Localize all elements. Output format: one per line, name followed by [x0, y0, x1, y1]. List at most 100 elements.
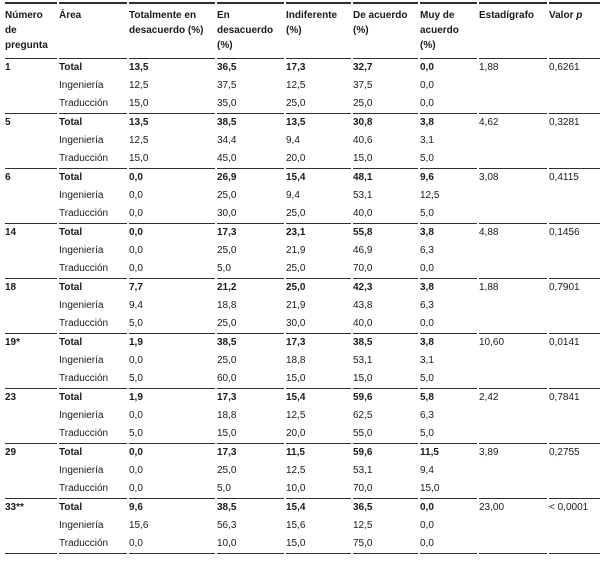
group-area-row: Ingeniería 9,4 18,8 21,9 43,8 6,3 — [5, 297, 600, 315]
value-totalmente-en-desacuerdo: 0,0 — [129, 227, 143, 238]
header-row: Número de pregunta Área Totalmente en de… — [5, 2, 600, 59]
estadigrafo-value — [479, 352, 547, 370]
area-label: Ingeniería — [59, 245, 104, 256]
area-label: Traducción — [59, 480, 127, 499]
value-muy-de-acuerdo: 5,8 — [420, 392, 434, 403]
value-totalmente-en-desacuerdo: 15,6 — [129, 520, 149, 531]
estadigrafo-value — [479, 297, 547, 315]
area-label: Traducción — [59, 315, 127, 334]
group-area-row: Traducción 15,0 45,0 20,0 15,0 5,0 — [5, 150, 600, 169]
valor-p-value — [549, 352, 600, 370]
value-indiferente: 25,0 — [286, 260, 351, 279]
value-indiferente: 20,0 — [286, 425, 351, 444]
col-header-estadigrafo: Estadígrafo — [479, 2, 547, 59]
estadigrafo-value — [479, 150, 547, 169]
question-number: 18 — [5, 282, 17, 293]
value-muy-de-acuerdo: 12,5 — [420, 190, 440, 201]
group-total-row: 19* Total 1,9 38,5 17,3 38,5 3,8 10,60 0,0141 — [5, 334, 600, 352]
value-totalmente-en-desacuerdo: 0,0 — [129, 535, 215, 554]
valor-p-value — [549, 205, 600, 224]
value-muy-de-acuerdo: 6,3 — [420, 245, 434, 256]
question-number — [5, 77, 57, 95]
col-header-totalmente-en-desacuerdo: Totalmente en desacuerdo (%) — [129, 2, 215, 59]
question-number: 23 — [5, 392, 17, 403]
group-area-row: Ingeniería 0,0 25,0 18,8 53,1 3,1 — [5, 352, 600, 370]
value-totalmente-en-desacuerdo: 0,0 — [129, 447, 143, 458]
value-de-acuerdo: 40,0 — [353, 205, 418, 224]
value-en-desacuerdo: 34,4 — [217, 135, 237, 146]
value-en-desacuerdo: 5,0 — [217, 260, 284, 279]
value-totalmente-en-desacuerdo: 15,0 — [129, 95, 215, 114]
estadigrafo-value — [479, 535, 547, 554]
valor-p-value — [549, 297, 600, 315]
value-totalmente-en-desacuerdo: 5,0 — [129, 425, 215, 444]
area-label: Total — [59, 447, 83, 458]
valor-p-value — [549, 370, 600, 389]
valor-p-value — [549, 132, 600, 150]
valor-label: Valor — [549, 10, 574, 21]
group-area-row: Traducción 0,0 30,0 25,0 40,0 5,0 — [5, 205, 600, 224]
area-label: Total — [59, 502, 83, 513]
estadigrafo-value: 3,08 — [479, 172, 499, 183]
value-totalmente-en-desacuerdo: 0,0 — [129, 260, 215, 279]
value-muy-de-acuerdo: 5,0 — [420, 425, 477, 444]
value-de-acuerdo: 36,5 — [353, 502, 373, 513]
estadigrafo-value — [479, 260, 547, 279]
value-de-acuerdo: 25,0 — [353, 95, 418, 114]
value-en-desacuerdo: 26,9 — [217, 172, 237, 183]
area-label: Ingeniería — [59, 410, 104, 421]
value-muy-de-acuerdo: 0,0 — [420, 535, 477, 554]
value-indiferente: 12,5 — [286, 410, 306, 421]
group-area-row: Traducción 0,0 10,0 15,0 75,0 0,0 — [5, 535, 600, 554]
value-de-acuerdo: 59,6 — [353, 392, 373, 403]
value-totalmente-en-desacuerdo: 0,0 — [129, 480, 215, 499]
valor-p-value — [549, 517, 600, 535]
value-indiferente: 15,0 — [286, 370, 351, 389]
area-label: Total — [59, 172, 83, 183]
value-muy-de-acuerdo: 3,1 — [420, 135, 434, 146]
value-de-acuerdo: 30,8 — [353, 117, 373, 128]
col-header-indiferente: Indiferente (%) — [286, 2, 351, 59]
question-number: 5 — [5, 117, 11, 128]
group-area-row: Ingeniería 0,0 25,0 9,4 53,1 12,5 — [5, 187, 600, 205]
question-number — [5, 187, 57, 205]
group-area-row: Traducción 0,0 5,0 10,0 70,0 15,0 — [5, 480, 600, 499]
group-area-row: Ingeniería 15,6 56,3 15,6 12,5 0,0 — [5, 517, 600, 535]
estadigrafo-value — [479, 132, 547, 150]
group-area-row: Ingeniería 0,0 25,0 12,5 53,1 9,4 — [5, 462, 600, 480]
value-totalmente-en-desacuerdo: 5,0 — [129, 315, 215, 334]
value-en-desacuerdo: 18,8 — [217, 410, 237, 421]
value-muy-de-acuerdo: 3,8 — [420, 227, 434, 238]
group-area-row: Traducción 5,0 60,0 15,0 15,0 5,0 — [5, 370, 600, 389]
valor-p-value: 0,4115 — [549, 172, 579, 183]
value-muy-de-acuerdo: 5,0 — [420, 150, 477, 169]
value-totalmente-en-desacuerdo: 0,0 — [129, 205, 215, 224]
value-indiferente: 15,4 — [286, 502, 306, 513]
valor-p-value — [549, 260, 600, 279]
group-area-row: Traducción 0,0 5,0 25,0 70,0 0,0 — [5, 260, 600, 279]
value-indiferente: 15,0 — [286, 535, 351, 554]
value-indiferente: 21,9 — [286, 300, 306, 311]
value-de-acuerdo: 40,6 — [353, 135, 373, 146]
p-symbol: p — [576, 10, 583, 21]
value-indiferente: 13,5 — [286, 117, 306, 128]
col-header-muy-de-acuerdo: Muy de acuerdo (%) — [420, 2, 477, 59]
question-number — [5, 95, 57, 114]
valor-p-value — [549, 77, 600, 95]
valor-p-value: 0,3281 — [549, 117, 580, 128]
value-en-desacuerdo: 25,0 — [217, 465, 237, 476]
question-number — [5, 480, 57, 499]
value-de-acuerdo: 70,0 — [353, 480, 418, 499]
area-label: Total — [59, 282, 83, 293]
value-indiferente: 17,3 — [286, 62, 306, 73]
question-number: 19* — [5, 337, 21, 348]
question-number: 1 — [5, 62, 11, 73]
table-body: 1 Total 13,5 36,5 17,3 32,7 0,0 1,88 0,6261 Ingen… — [5, 59, 600, 554]
estadigrafo-value — [479, 480, 547, 499]
estadigrafo-value — [479, 77, 547, 95]
value-totalmente-en-desacuerdo: 0,0 — [129, 190, 143, 201]
valor-p-value — [549, 187, 600, 205]
value-en-desacuerdo: 30,0 — [217, 205, 284, 224]
area-label: Total — [59, 227, 83, 238]
value-de-acuerdo: 53,1 — [353, 465, 373, 476]
